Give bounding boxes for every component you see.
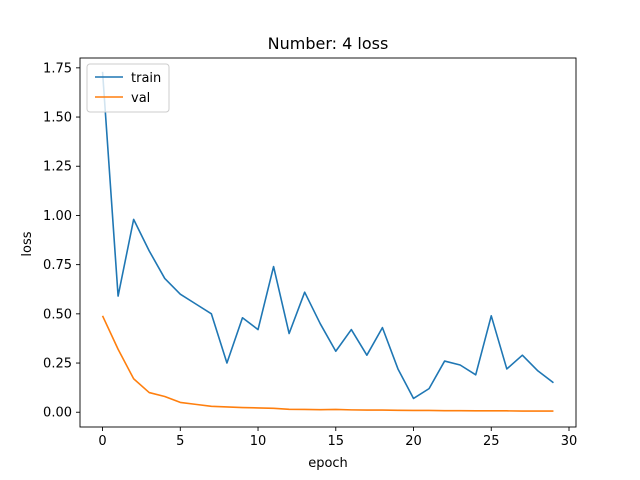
- y-tick-label: 1.75: [43, 61, 72, 76]
- y-tick-label: 0.50: [43, 307, 72, 322]
- y-tick-label: 0.00: [43, 406, 72, 421]
- x-axis: 0 5 10 15 20 25 30: [98, 427, 577, 449]
- x-tick-label: 30: [561, 434, 578, 449]
- x-tick-label: 25: [483, 434, 500, 449]
- y-tick-label: 1.50: [43, 111, 72, 126]
- x-axis-label: epoch: [308, 456, 348, 471]
- legend: train val: [86, 63, 170, 113]
- y-tick-label: 1.25: [43, 160, 72, 175]
- chart-title: Number: 4 loss: [268, 34, 389, 53]
- legend-box: [86, 63, 170, 113]
- x-tick-label: 0: [98, 434, 106, 449]
- x-tick-label: 5: [176, 434, 184, 449]
- x-tick-label: 20: [405, 434, 422, 449]
- x-tick-label: 15: [328, 434, 345, 449]
- legend-label-val: val: [131, 91, 150, 106]
- plot-area: [79, 57, 577, 428]
- y-axis: 0.00 0.25 0.50 0.75 1.00 1.25 1.50 1.75: [43, 61, 80, 421]
- y-tick-label: 0.75: [43, 258, 72, 273]
- y-axis-label: loss: [20, 231, 35, 256]
- y-tick-label: 0.25: [43, 357, 72, 372]
- legend-label-train: train: [131, 71, 161, 86]
- y-tick-label: 1.00: [43, 209, 72, 224]
- axes-frame: [79, 57, 577, 428]
- x-tick-label: 10: [250, 434, 267, 449]
- series-line-train: [101, 71, 554, 400]
- series-line-val: [101, 315, 554, 412]
